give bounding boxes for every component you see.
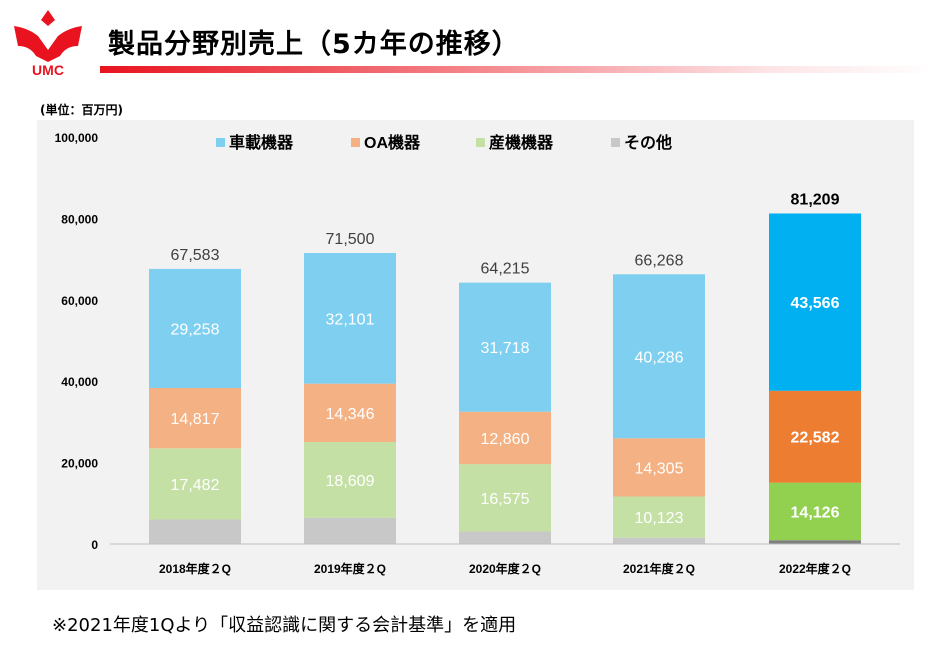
bar-segment: [304, 252, 396, 384]
footnote: ※2021年度1Qより「収益認識に関する会計基準」を適用: [52, 615, 517, 636]
legend-swatch: [476, 138, 485, 147]
bar-segment: [149, 519, 241, 544]
bar-segment: [459, 464, 551, 532]
bar-segment: [459, 531, 551, 544]
bar-segment: [304, 517, 396, 544]
x-tick-label: 2018年度２Q: [159, 561, 231, 576]
data-label: 22,582: [791, 430, 840, 447]
data-label: 14,305: [635, 460, 684, 477]
data-label: 29,258: [171, 321, 220, 338]
total-label: 66,268: [635, 252, 684, 269]
x-tick-label: 2021年度２Q: [623, 561, 695, 576]
page-title: 製品分野別売上（5カ年の推移）: [108, 29, 520, 60]
company-logo: UMC: [8, 6, 88, 78]
bar-segment: [613, 496, 705, 538]
legend-label: 車載機器: [229, 133, 294, 152]
y-tick-label: 0: [91, 538, 98, 552]
data-label: 10,123: [635, 510, 684, 527]
legend-label: 産機機器: [489, 133, 554, 152]
legend-swatch: [351, 138, 360, 147]
bar-segment: [304, 442, 396, 518]
y-tick-label: 100,000: [55, 131, 99, 145]
x-tick-label: 2022年度２Q: [779, 561, 851, 576]
legend-label: OA機器: [364, 133, 421, 152]
x-tick-label: 2020年度２Q: [469, 561, 541, 576]
bar-segment: [769, 540, 861, 544]
data-label: 14,126: [791, 504, 840, 521]
y-tick-label: 60,000: [61, 294, 98, 308]
bar-segment: [459, 411, 551, 465]
data-label: 43,566: [791, 295, 840, 312]
data-label: 14,346: [326, 406, 375, 423]
data-label: 18,609: [326, 473, 375, 490]
total-label: 67,583: [171, 247, 220, 264]
total-label: 81,209: [791, 191, 840, 208]
data-label: 17,482: [171, 477, 220, 494]
bar-segment: [459, 282, 551, 412]
bar-segment: [613, 537, 705, 544]
total-label: 71,500: [326, 231, 375, 248]
bar-segment: [149, 448, 241, 520]
y-tick-label: 20,000: [61, 457, 98, 471]
y-tick-label: 80,000: [61, 212, 98, 226]
bar-segment: [769, 213, 861, 391]
bar-segment: [613, 438, 705, 497]
data-label: 32,101: [326, 311, 375, 328]
data-label: 16,575: [481, 491, 530, 508]
legend-swatch: [216, 138, 225, 147]
data-label: 14,817: [171, 411, 220, 428]
bar-segment: [769, 482, 861, 541]
svg-text:UMC: UMC: [32, 62, 64, 78]
data-label: 40,286: [635, 349, 684, 366]
data-label: 31,718: [481, 340, 530, 357]
total-label: 64,215: [481, 261, 530, 278]
bar-segment: [769, 390, 861, 483]
unit-label: (単位：百万円): [40, 103, 123, 117]
bar-segment: [149, 268, 241, 389]
bar-segment: [304, 383, 396, 443]
bar-segment: [149, 388, 241, 449]
data-label: 12,860: [481, 431, 530, 448]
bar-segment: [613, 274, 705, 439]
x-tick-label: 2019年度２Q: [314, 561, 386, 576]
title-underline: [100, 66, 936, 73]
legend-swatch: [611, 138, 620, 147]
legend-label: その他: [624, 133, 672, 152]
y-tick-label: 40,000: [61, 375, 98, 389]
